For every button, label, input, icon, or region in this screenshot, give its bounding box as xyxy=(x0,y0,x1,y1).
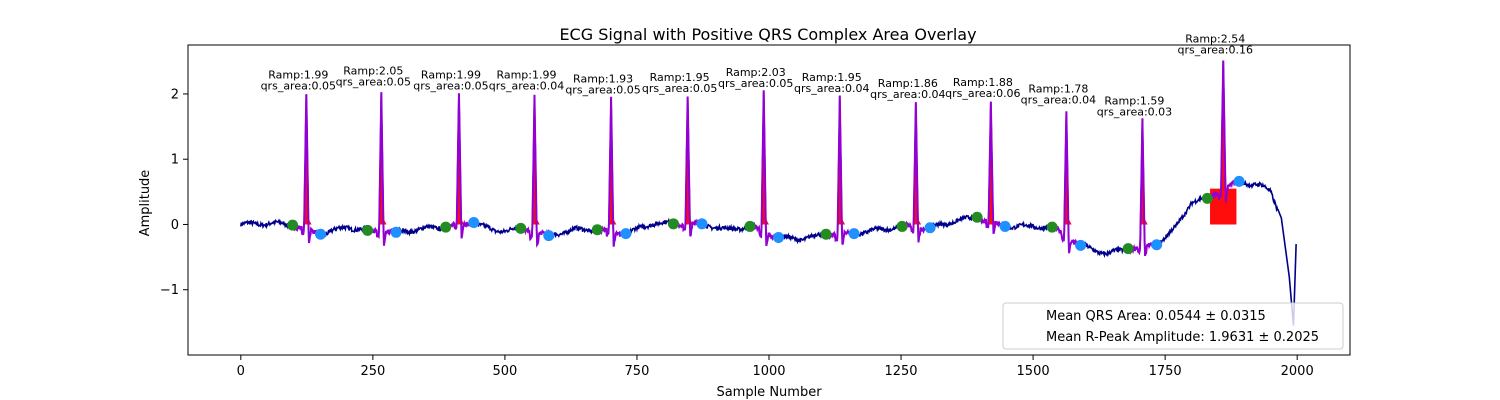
q-point-marker-12 xyxy=(1122,243,1134,255)
legend-box xyxy=(1002,302,1344,350)
qrs-area-label-7: qrs_area:0.05 xyxy=(718,77,793,90)
qrs-area-label-5: qrs_area:0.05 xyxy=(565,84,640,97)
x-tick-label-1000: 1000 xyxy=(752,364,785,379)
qrs-area-label-8: qrs_area:0.04 xyxy=(794,82,869,95)
q-point-marker-10 xyxy=(971,211,983,223)
x-tick-label-1500: 1500 xyxy=(1017,364,1050,379)
r-amp-label-4: Ramp:1.99 xyxy=(496,69,556,82)
legend-entry-mean-r-peak: Mean R-Peak Amplitude: 1.9631 ± 0.2025 xyxy=(1046,330,1319,345)
r-amp-label-9: Ramp:1.86 xyxy=(878,77,938,90)
qrs-area-label-13: qrs_area:0.16 xyxy=(1178,44,1253,57)
s-point-marker-8 xyxy=(848,228,860,240)
qrs-area-13 xyxy=(1210,58,1237,225)
x-tick-label-2000: 2000 xyxy=(1281,364,1314,379)
qrs-area-label-6: qrs_area:0.05 xyxy=(642,82,717,95)
y-tick-label-1: 1 xyxy=(171,153,179,168)
qrs-area-label-2: qrs_area:0.05 xyxy=(336,76,411,89)
legend: Mean QRS Area: 0.0544 ± 0.0315 Mean R-Pe… xyxy=(1002,302,1344,350)
qrs-area-label-9: qrs_area:0.04 xyxy=(870,88,945,101)
q-point-marker-13 xyxy=(1201,192,1213,204)
q-point-marker-8 xyxy=(820,228,832,240)
r-amp-label-2: Ramp:2.05 xyxy=(343,65,403,78)
s-point-marker-4 xyxy=(543,230,555,242)
s-point-marker-9 xyxy=(924,222,936,234)
s-point-marker-1 xyxy=(315,228,327,240)
qrs-area-label-3: qrs_area:0.05 xyxy=(413,80,488,93)
r-amp-label-3: Ramp:1.99 xyxy=(421,69,481,82)
s-point-marker-5 xyxy=(620,228,632,240)
q-point-marker-1 xyxy=(287,219,299,231)
r-amp-label-13: Ramp:2.54 xyxy=(1185,33,1245,46)
qrs-area-label-1: qrs_area:0.05 xyxy=(261,80,336,93)
s-point-marker-12 xyxy=(1151,239,1163,251)
axes: 0 250 500 750 1000 1250 1500 1750 2000 −1 0 1 2 xyxy=(160,87,1314,379)
q-point-marker-2 xyxy=(362,224,374,236)
s-point-marker-3 xyxy=(468,217,480,229)
q-point-marker-3 xyxy=(440,221,452,233)
x-tick-label-750: 750 xyxy=(625,364,650,379)
y-axis-label: Amplitude xyxy=(138,170,153,237)
r-amp-label-7: Ramp:2.03 xyxy=(726,66,786,79)
q-point-marker-5 xyxy=(591,224,603,236)
qrs-area-label-12: qrs_area:0.03 xyxy=(1097,106,1172,119)
chart-title: ECG Signal with Positive QRS Complex Are… xyxy=(559,25,976,44)
r-amp-label-10: Ramp:1.88 xyxy=(953,76,1013,89)
x-axis-label: Sample Number xyxy=(716,385,822,400)
r-amp-label-5: Ramp:1.93 xyxy=(573,73,633,86)
x-tick-label-250: 250 xyxy=(360,364,385,379)
r-amp-label-12: Ramp:1.59 xyxy=(1104,95,1164,108)
s-point-marker-2 xyxy=(390,226,402,238)
q-point-marker-4 xyxy=(515,222,527,234)
s-point-marker-10 xyxy=(999,220,1011,232)
x-tick-label-1750: 1750 xyxy=(1149,364,1182,379)
legend-entry-mean-qrs-area: Mean QRS Area: 0.0544 ± 0.0315 xyxy=(1046,309,1266,324)
q-point-marker-9 xyxy=(896,220,908,232)
r-amp-label-6: Ramp:1.95 xyxy=(650,71,710,84)
y-tick-label-0: 0 xyxy=(171,218,179,233)
q-point-marker-6 xyxy=(667,218,679,230)
qrs-area-label-10: qrs_area:0.06 xyxy=(945,87,1020,100)
s-point-marker-11 xyxy=(1075,239,1087,251)
q-point-marker-11 xyxy=(1046,221,1058,233)
y-tick-label-2: 2 xyxy=(171,87,179,102)
q-point-marker-7 xyxy=(744,220,756,232)
x-tick-label-0: 0 xyxy=(237,364,245,379)
plot-area: Ramp:1.99qrs_area:0.05Ramp:2.05qrs_area:… xyxy=(240,33,1297,326)
qrs-area-label-11: qrs_area:0.04 xyxy=(1021,93,1096,106)
x-tick-label-1250: 1250 xyxy=(884,364,917,379)
s-point-marker-13 xyxy=(1233,175,1245,187)
s-point-marker-6 xyxy=(696,218,708,230)
s-point-marker-7 xyxy=(773,232,785,244)
r-amp-label-11: Ramp:1.78 xyxy=(1028,82,1088,95)
r-amp-label-1: Ramp:1.99 xyxy=(268,69,328,82)
y-tick-label--1: −1 xyxy=(160,283,179,298)
x-tick-label-500: 500 xyxy=(492,364,517,379)
r-amp-label-8: Ramp:1.95 xyxy=(802,71,862,84)
qrs-area-label-4: qrs_area:0.04 xyxy=(489,80,564,93)
